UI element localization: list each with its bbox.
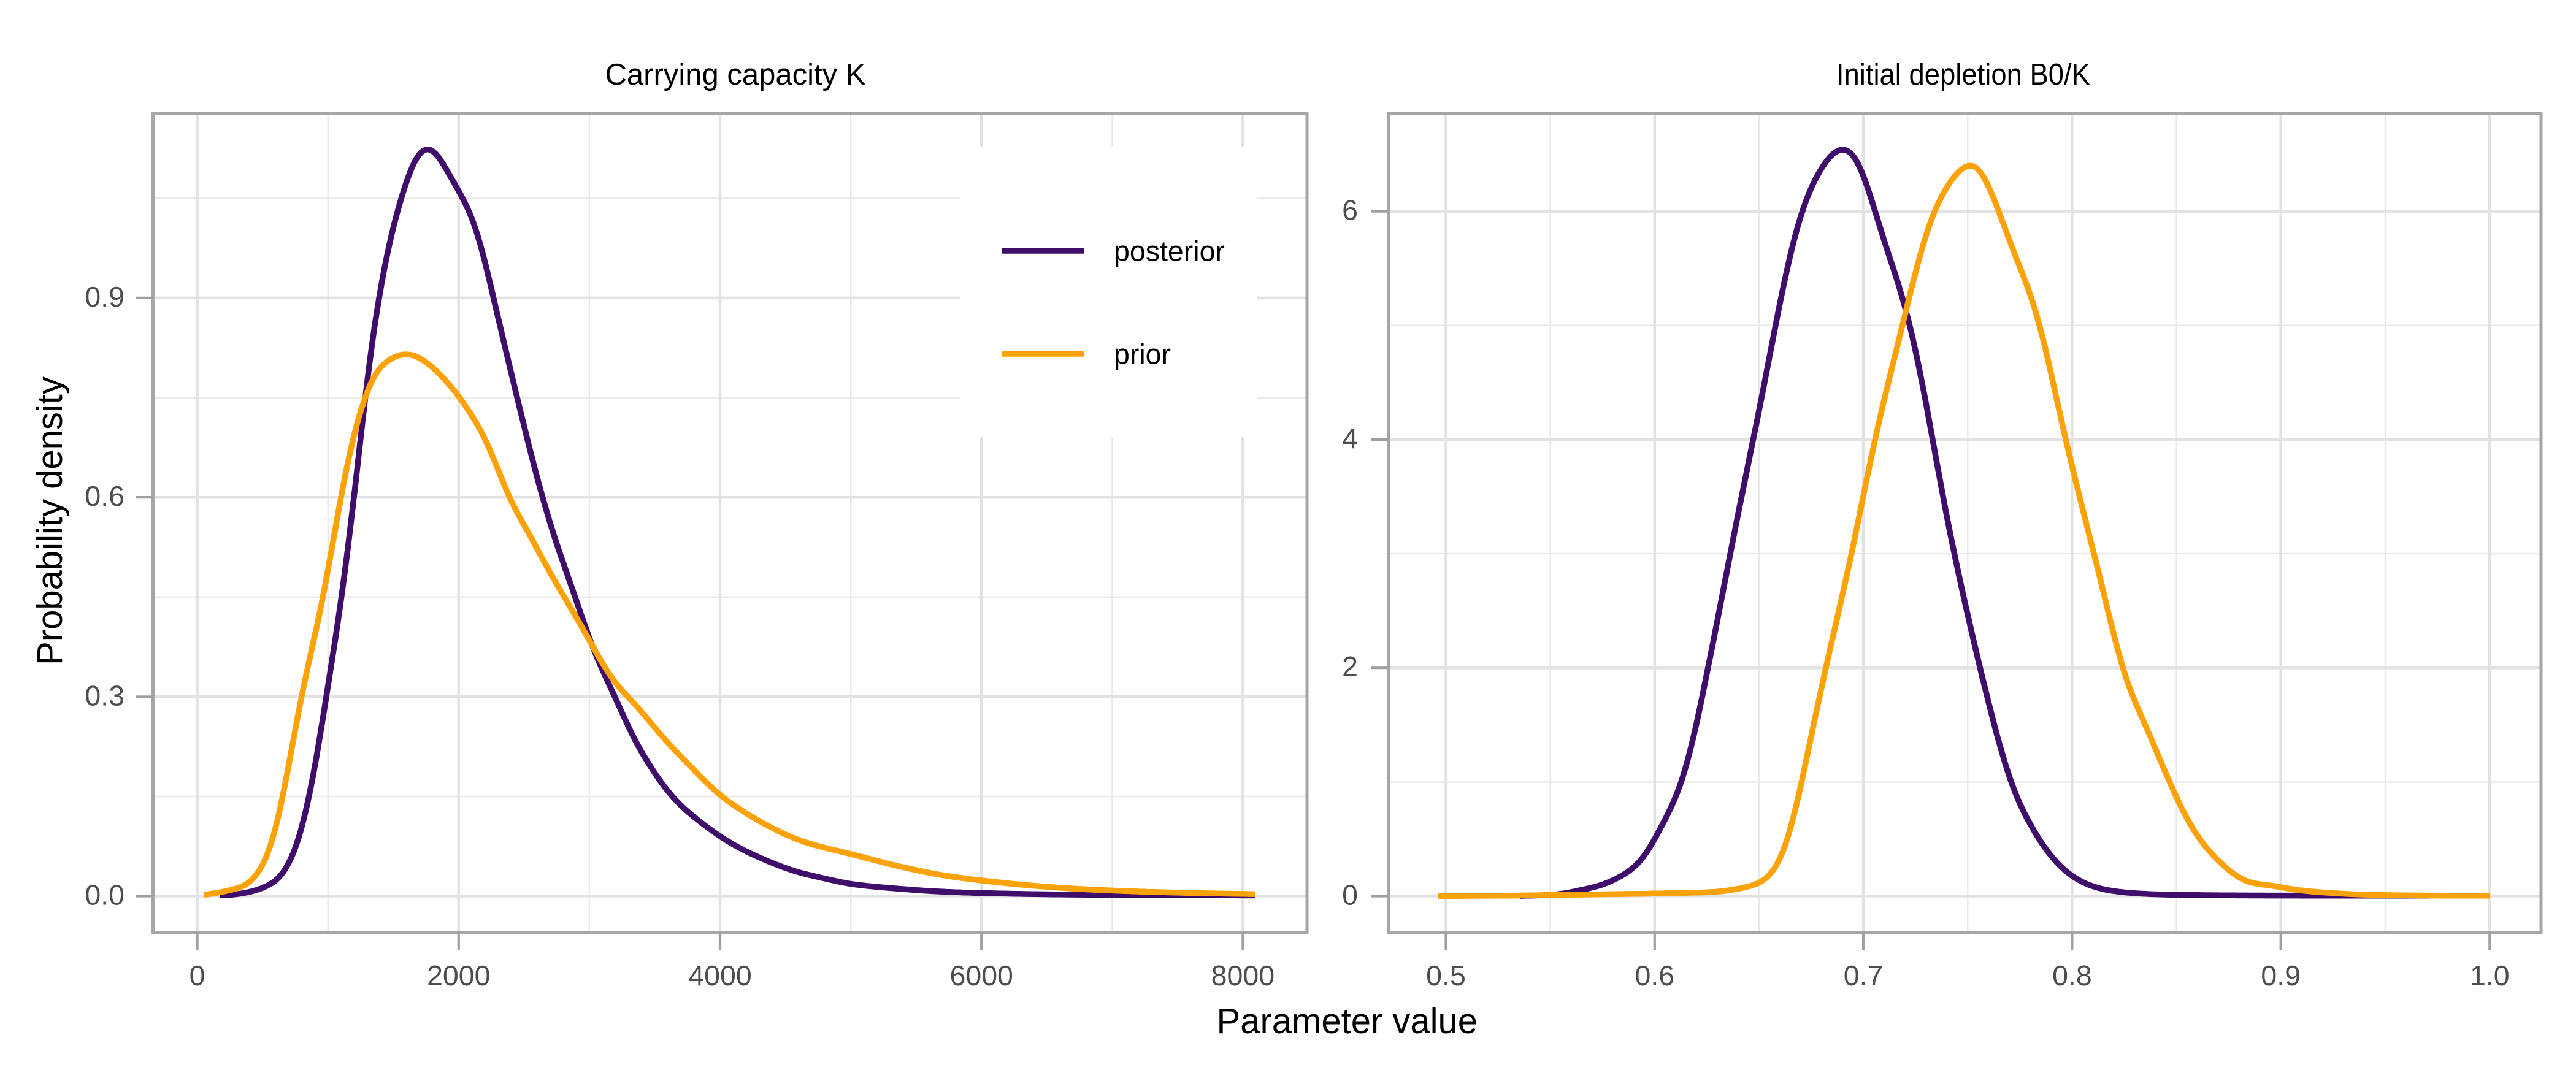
svg-text:0.6: 0.6	[1635, 960, 1674, 991]
svg-text:0.7: 0.7	[1844, 960, 1884, 991]
svg-text:6000: 6000	[949, 960, 1013, 991]
svg-text:6: 6	[1342, 194, 1358, 226]
svg-text:4000: 4000	[688, 960, 751, 991]
svg-text:2: 2	[1342, 651, 1358, 682]
svg-text:posterior: posterior	[1114, 235, 1225, 267]
svg-text:Carrying capacity K: Carrying capacity K	[605, 58, 866, 91]
svg-text:0.9: 0.9	[85, 281, 125, 313]
svg-text:Parameter value: Parameter value	[1217, 1001, 1478, 1041]
svg-text:0.8: 0.8	[2052, 960, 2092, 991]
svg-text:0.0: 0.0	[85, 879, 125, 911]
svg-text:0.6: 0.6	[85, 480, 125, 512]
svg-text:Probability density: Probability density	[30, 376, 70, 665]
svg-text:8000: 8000	[1211, 960, 1275, 991]
svg-text:0.5: 0.5	[1426, 960, 1466, 991]
svg-text:0.3: 0.3	[85, 679, 125, 711]
svg-text:0: 0	[1342, 879, 1358, 911]
svg-text:2000: 2000	[427, 960, 490, 991]
svg-text:0.9: 0.9	[2261, 960, 2301, 991]
svg-text:prior: prior	[1114, 338, 1171, 370]
svg-text:0: 0	[190, 960, 205, 991]
svg-text:4: 4	[1342, 422, 1358, 454]
svg-text:Initial depletion B0/K: Initial depletion B0/K	[1836, 58, 2090, 91]
svg-text:1.0: 1.0	[2470, 960, 2510, 991]
